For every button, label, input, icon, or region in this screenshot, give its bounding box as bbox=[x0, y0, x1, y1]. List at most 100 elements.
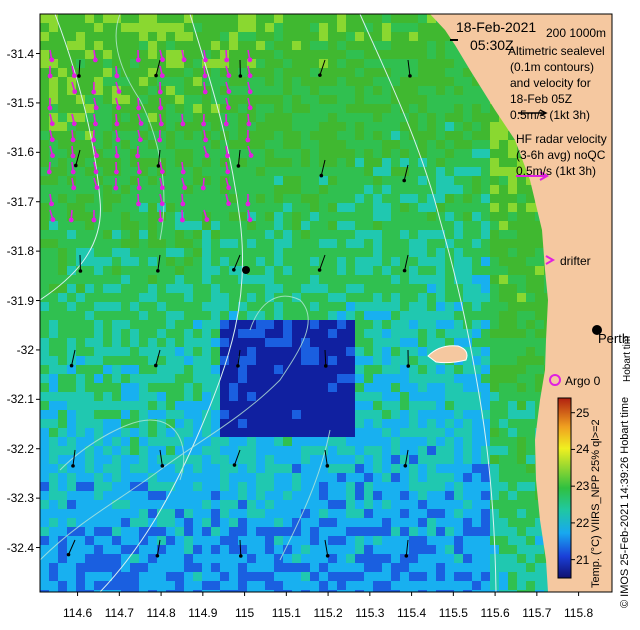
map-time: 05:30Z bbox=[470, 37, 514, 53]
y-tick-label: -31.8 bbox=[6, 244, 34, 259]
velocity-arrow-head bbox=[66, 552, 71, 557]
colorbar-tick-label: 24 bbox=[576, 442, 590, 457]
velocity-arrow bbox=[407, 59, 411, 76]
velocity-arrow-head bbox=[325, 464, 330, 468]
velocity-arrows bbox=[46, 49, 412, 558]
velocity-arrow-head bbox=[93, 121, 98, 127]
velocity-arrow-head bbox=[182, 185, 188, 191]
velocity-arrow-head bbox=[91, 89, 97, 95]
velocity-arrow-head bbox=[91, 217, 97, 223]
velocity-arrow-head bbox=[157, 137, 163, 143]
velocity-arrow-head bbox=[114, 153, 120, 159]
y-tick-label: -31.9 bbox=[6, 293, 34, 308]
velocity-arrow bbox=[155, 349, 161, 366]
colorbar-ticks bbox=[571, 412, 575, 561]
y-tick-label: -32.4 bbox=[6, 540, 34, 555]
velocity-arrow-head bbox=[94, 185, 100, 190]
velocity-arrow-head bbox=[93, 105, 99, 111]
velocity-arrow-head bbox=[236, 164, 241, 168]
velocity-arrow-head bbox=[159, 169, 165, 175]
velocity-arrow-head bbox=[404, 554, 409, 558]
velocity-arrow bbox=[319, 254, 326, 271]
x-tick-label: 115.2 bbox=[313, 606, 343, 620]
velocity-arrow-head bbox=[204, 153, 210, 158]
colorbar-tick-label: 23 bbox=[576, 479, 590, 494]
velocity-arrow-head bbox=[72, 89, 78, 95]
velocity-arrow-head bbox=[408, 74, 412, 78]
altimetric-line-3: and velocity for bbox=[510, 76, 591, 90]
velocity-arrow-head bbox=[160, 464, 165, 468]
velocity-arrow-head bbox=[116, 89, 122, 94]
velocity-arrow-head bbox=[70, 169, 76, 175]
velocity-arrow-head bbox=[325, 553, 330, 558]
y-tick-label: -32.2 bbox=[6, 441, 34, 456]
velocity-arrow-head bbox=[158, 105, 164, 111]
velocity-arrow-head bbox=[135, 57, 141, 63]
velocity-arrow bbox=[159, 449, 163, 466]
altimetric-line-2: (0.1m contours) bbox=[510, 60, 595, 74]
velocity-arrow-head bbox=[135, 153, 141, 159]
velocity-arrow-head bbox=[238, 554, 243, 558]
velocity-arrow-head bbox=[200, 185, 206, 191]
velocity-arrow bbox=[237, 149, 241, 166]
velocity-arrow-head bbox=[226, 201, 231, 207]
velocity-arrow-head bbox=[406, 364, 411, 368]
colorbar-tick-label: 25 bbox=[576, 405, 590, 420]
velocity-arrow bbox=[403, 164, 409, 181]
velocity-arrow-head bbox=[403, 463, 408, 468]
velocity-arrow-head bbox=[46, 169, 52, 175]
velocity-arrow-head bbox=[202, 73, 208, 79]
y-ticks bbox=[36, 53, 40, 549]
y-tick-label: -32 bbox=[16, 342, 34, 357]
velocity-arrow-head bbox=[71, 73, 77, 79]
x-tick-label: 115.8 bbox=[564, 606, 594, 620]
velocity-arrow-head bbox=[236, 364, 240, 368]
velocity-arrow-head bbox=[402, 268, 407, 273]
drifter-icon bbox=[545, 255, 556, 265]
velocity-arrow-head bbox=[225, 169, 231, 175]
velocity-arrow-head bbox=[47, 73, 53, 79]
perth-label: Perth bbox=[598, 331, 630, 346]
x-tick-label: 115.6 bbox=[480, 606, 510, 620]
velocity-arrow-head bbox=[136, 169, 142, 175]
velocity-arrow-head bbox=[245, 201, 251, 207]
drifter-label: drifter bbox=[560, 254, 591, 268]
velocity-arrow bbox=[234, 449, 241, 466]
velocity-arrow-head bbox=[247, 217, 253, 223]
map-date: 18-Feb-2021 bbox=[456, 19, 537, 35]
velocity-arrow bbox=[233, 254, 241, 270]
velocity-arrow-head bbox=[180, 201, 186, 207]
velocity-arrow-head bbox=[156, 269, 160, 273]
velocity-arrow-head bbox=[71, 185, 77, 191]
velocity-arrow-head bbox=[156, 164, 161, 168]
velocity-arrow-head bbox=[158, 217, 164, 223]
velocity-arrow-head bbox=[159, 201, 165, 207]
velocity-arrow-head bbox=[68, 217, 74, 223]
velocity-arrow-head bbox=[160, 57, 165, 63]
velocity-arrow-head bbox=[91, 137, 97, 143]
y-tick-label: -32.3 bbox=[6, 491, 34, 506]
velocity-arrow-head bbox=[159, 185, 165, 191]
velocity-arrow-head bbox=[202, 89, 208, 95]
velocity-arrow bbox=[157, 149, 161, 166]
velocity-arrow-head bbox=[49, 57, 55, 63]
altimetric-line-1: Altimetric sealevel bbox=[508, 44, 605, 58]
velocity-arrow-head bbox=[159, 73, 165, 79]
y-tick-label: -31.4 bbox=[6, 46, 34, 61]
velocity-arrow-head bbox=[248, 153, 254, 158]
velocity-arrow-head bbox=[247, 105, 253, 111]
argo-icon bbox=[549, 374, 561, 386]
velocity-arrow-head bbox=[203, 57, 208, 63]
velocity-arrow-head bbox=[154, 363, 158, 368]
velocity-arrow bbox=[71, 349, 76, 366]
velocity-arrow bbox=[324, 349, 327, 367]
velocity-arrow-head bbox=[114, 73, 120, 79]
velocity-arrow-head bbox=[49, 121, 55, 127]
velocity-arrow-head bbox=[137, 137, 143, 143]
velocity-arrow bbox=[156, 539, 161, 556]
altimetric-line-4: 18-Feb 05Z bbox=[510, 92, 573, 106]
x-ticks bbox=[77, 592, 580, 596]
velocity-arrow bbox=[324, 539, 329, 556]
velocity-arrow-head bbox=[47, 105, 53, 111]
